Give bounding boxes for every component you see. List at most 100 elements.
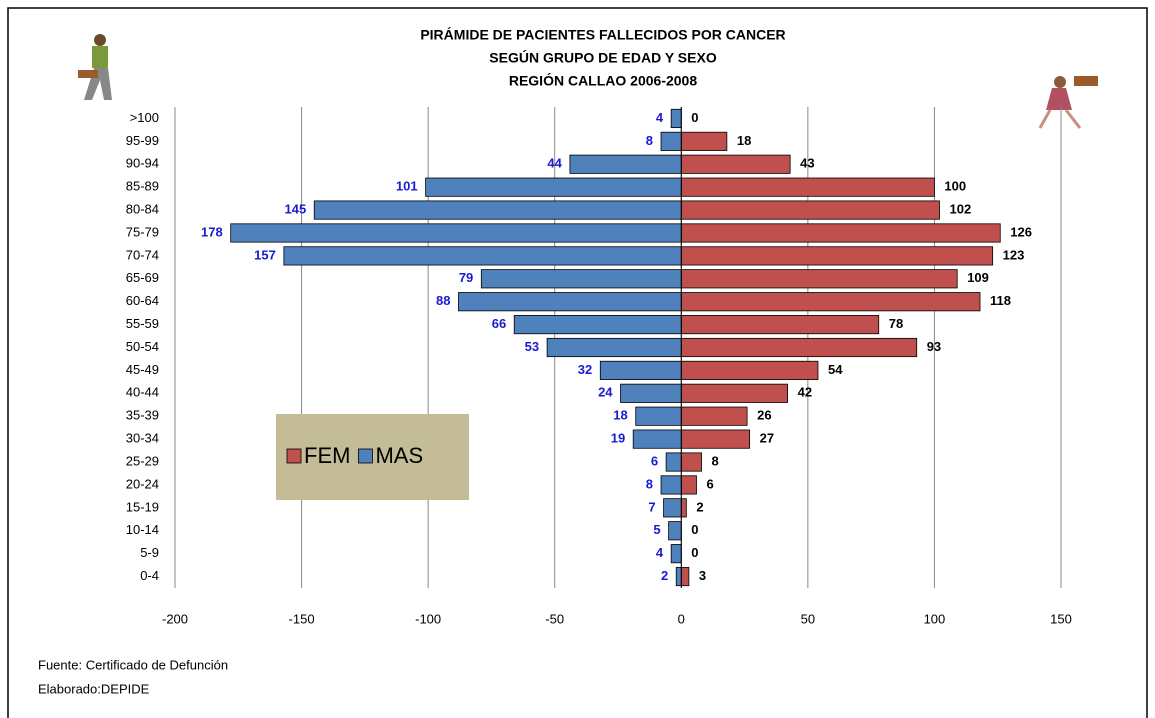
- value-label: 118: [990, 293, 1011, 308]
- x-tick-label: 0: [678, 611, 685, 626]
- y-tick-label: 25-29: [126, 453, 159, 468]
- y-tick-label: 50-54: [126, 339, 159, 354]
- y-tick-label: 65-69: [126, 270, 159, 285]
- y-tick-label: 60-64: [126, 293, 159, 308]
- value-label: 178: [201, 224, 223, 239]
- y-tick-label: 20-24: [126, 476, 159, 491]
- legend-swatch: [287, 449, 301, 463]
- value-label: 6: [651, 453, 658, 468]
- value-label: 93: [927, 339, 941, 354]
- chart-title: SEGÚN GRUPO DE EDAD Y SEXO: [489, 49, 717, 66]
- bar: [284, 247, 681, 265]
- bar: [671, 544, 681, 562]
- y-tick-label: 95-99: [126, 133, 159, 148]
- y-tick-label: 40-44: [126, 385, 159, 400]
- value-label: 109: [967, 270, 989, 285]
- x-tick-label: -150: [289, 611, 315, 626]
- bar: [681, 476, 696, 494]
- value-label: 27: [760, 431, 774, 446]
- bar: [570, 155, 681, 173]
- y-tick-label: >100: [130, 110, 159, 125]
- x-tick-label: 50: [801, 611, 815, 626]
- bar: [681, 338, 916, 356]
- bar: [681, 247, 992, 265]
- bar: [481, 270, 681, 288]
- y-tick-label: 55-59: [126, 316, 159, 331]
- bar: [681, 567, 689, 585]
- value-label: 66: [492, 316, 506, 331]
- bar: [671, 109, 681, 127]
- value-label: 0: [691, 522, 698, 537]
- bar: [681, 315, 878, 333]
- y-tick-label: 75-79: [126, 224, 159, 239]
- value-label: 19: [611, 431, 625, 446]
- x-tick-label: -50: [545, 611, 564, 626]
- value-label: 7: [648, 499, 655, 514]
- value-label: 54: [828, 362, 843, 377]
- bar: [547, 338, 681, 356]
- bar: [661, 476, 681, 494]
- y-tick-label: 0-4: [140, 568, 159, 583]
- value-label: 53: [525, 339, 539, 354]
- bar: [666, 453, 681, 471]
- man-icon: [78, 34, 112, 100]
- x-tick-label: -100: [415, 611, 441, 626]
- y-tick-label: 80-84: [126, 202, 159, 217]
- bar: [681, 384, 787, 402]
- value-label: 100: [944, 179, 966, 194]
- value-label: 4: [656, 545, 664, 560]
- value-label: 5: [653, 522, 660, 537]
- y-tick-label: 35-39: [126, 408, 159, 423]
- bar: [426, 178, 682, 196]
- bar: [681, 178, 934, 196]
- value-label: 0: [691, 545, 698, 560]
- value-label: 126: [1010, 224, 1032, 239]
- woman-icon: [1040, 76, 1098, 128]
- bar: [621, 384, 682, 402]
- value-label: 8: [646, 133, 653, 148]
- value-label: 79: [459, 270, 473, 285]
- value-label: 101: [396, 179, 418, 194]
- value-label: 78: [889, 316, 903, 331]
- y-tick-label: 15-19: [126, 499, 159, 514]
- value-label: 0: [691, 110, 698, 125]
- bar: [681, 155, 790, 173]
- bar: [681, 407, 747, 425]
- y-tick-label: 45-49: [126, 362, 159, 377]
- source-note: Fuente: Certificado de Defunción: [38, 657, 228, 672]
- bar: [636, 407, 682, 425]
- y-tick-label: 30-34: [126, 431, 159, 446]
- x-tick-label: 150: [1050, 611, 1072, 626]
- bar: [661, 132, 681, 150]
- value-label: 2: [696, 499, 703, 514]
- bar: [314, 201, 681, 219]
- chart-title: REGIÓN CALLAO 2006-2008: [509, 72, 697, 89]
- y-tick-label: 85-89: [126, 179, 159, 194]
- page: PIRÁMIDE DE PACIENTES FALLECIDOS POR CAN…: [0, 0, 1155, 718]
- value-label: 4: [656, 110, 664, 125]
- bar: [231, 224, 682, 242]
- value-label: 8: [712, 453, 719, 468]
- y-tick-label: 5-9: [140, 545, 159, 560]
- bar: [669, 522, 682, 540]
- bar: [681, 201, 939, 219]
- value-label: 102: [949, 202, 971, 217]
- value-label: 3: [699, 568, 706, 583]
- bar: [681, 293, 980, 311]
- value-label: 32: [578, 362, 592, 377]
- bar: [459, 293, 682, 311]
- value-label: 123: [1003, 247, 1025, 262]
- x-tick-label: 100: [924, 611, 946, 626]
- value-label: 24: [598, 385, 613, 400]
- bar: [681, 132, 727, 150]
- bar: [633, 430, 681, 448]
- legend-label: FEM: [304, 443, 350, 468]
- value-label: 2: [661, 568, 668, 583]
- bar: [514, 315, 681, 333]
- bar: [681, 361, 818, 379]
- y-tick-label: 10-14: [126, 522, 159, 537]
- bar: [681, 224, 1000, 242]
- legend-swatch: [358, 449, 372, 463]
- value-label: 157: [254, 247, 276, 262]
- legend-label: MAS: [375, 443, 423, 468]
